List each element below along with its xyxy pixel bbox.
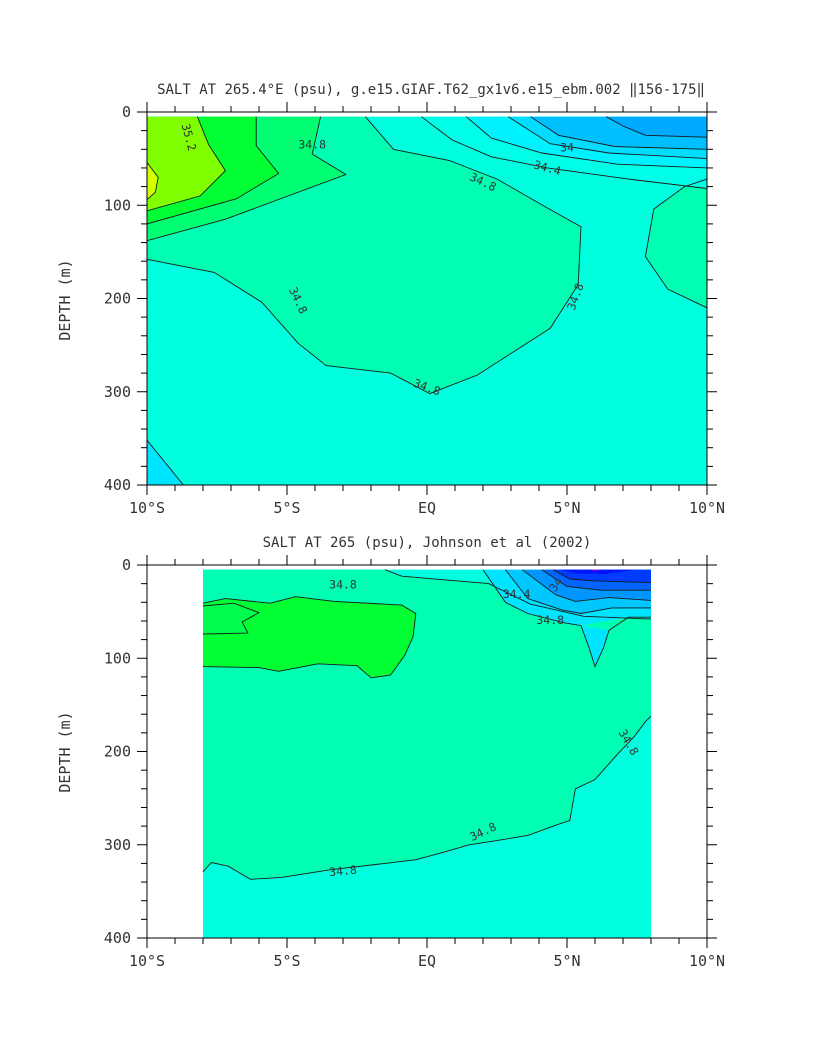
x-tick-label: 10°N (689, 952, 725, 970)
contour-line (482, 569, 651, 668)
y-tick-label: 400 (104, 476, 131, 494)
contour-line (644, 178, 707, 309)
salinity-band (606, 116, 707, 138)
y-axis: 0 100 200 300 400 (104, 556, 717, 947)
contour-line (541, 569, 651, 591)
contour-label: 34.8 (329, 578, 357, 592)
salinity-band (203, 603, 259, 634)
salinity-band (203, 596, 416, 678)
x-tick-label: 5°N (553, 499, 580, 517)
x-tick-label: 5°N (553, 952, 580, 970)
y-axis-label: DEPTH (m) (56, 711, 74, 792)
contour-label-text: 34.4 (503, 587, 531, 601)
contour-line (507, 116, 707, 160)
contour-label: 34.8 (298, 138, 326, 152)
y-axis: 0 100 200 300 400 (104, 103, 717, 494)
contour-label: 34.4 (532, 158, 562, 179)
x-tick-label: EQ (418, 952, 436, 970)
contour-label-text: 34.8 (536, 613, 564, 627)
panel-title: SALT AT 265.4°E (psu), g.e15.GIAF.T62_gx… (157, 82, 705, 98)
y-tick-label: 0 (122, 103, 131, 121)
contour-label: 34.4 (503, 587, 531, 601)
contour-line (552, 569, 652, 584)
contour-label-text: 34 (546, 575, 565, 594)
contour-line (202, 602, 261, 635)
contour-line (147, 116, 347, 242)
panel-title: SALT AT 265 (psu), Johnson et al (2002) (263, 535, 592, 551)
contour-label: 34 (546, 575, 565, 594)
contour-line (202, 715, 652, 880)
x-tick-label: 10°S (129, 499, 165, 517)
contour-label-text: 34 (560, 140, 574, 154)
contour-label: 35.2 (179, 122, 200, 152)
salinity-band (147, 116, 226, 211)
contour-label-text: 34.4 (532, 158, 562, 179)
contour-line (147, 116, 280, 225)
x-tick-label: 5°S (273, 952, 300, 970)
contour-label-text: 34.8 (329, 578, 357, 592)
y-tick-label: 0 (122, 556, 131, 574)
contour-line (384, 569, 652, 620)
y-tick-label: 300 (104, 383, 131, 401)
contour-line (421, 116, 707, 189)
contour-line (605, 116, 707, 138)
y-tick-label: 200 (104, 743, 131, 761)
observed-salinity-panel: SALT AT 265 (psu), Johnson et al (2002) … (56, 535, 725, 970)
contour-line (530, 116, 707, 150)
y-axis-label: DEPTH (m) (56, 259, 74, 340)
x-axis: 10°S 5°S EQ 5°N 10°N (129, 102, 725, 517)
contour-line (147, 116, 582, 395)
salinity-band (581, 625, 609, 667)
contour-line (202, 596, 417, 679)
contour-label: 34 (560, 140, 574, 154)
y-tick-label: 300 (104, 836, 131, 854)
contour-line (147, 162, 159, 201)
contour-label: 34.8 (536, 613, 564, 627)
y-tick-label: 100 (104, 196, 131, 214)
contour-label-text: 34.8 (329, 863, 358, 879)
x-axis: 10°S 5°S EQ 5°N 10°N (129, 555, 725, 970)
x-tick-label: 10°N (689, 499, 725, 517)
contour-line (505, 569, 651, 614)
contour-label-text: 35.2 (179, 122, 200, 152)
contour-line (147, 439, 184, 485)
y-tick-label: 100 (104, 649, 131, 667)
x-tick-label: 5°S (273, 499, 300, 517)
salinity-band (561, 569, 635, 575)
x-tick-label: 10°S (129, 952, 165, 970)
contour-line (521, 569, 652, 602)
y-tick-label: 400 (104, 929, 131, 947)
salinity-band (645, 179, 707, 308)
salinity-band (589, 569, 601, 571)
contour-label-text: 34.8 (298, 138, 326, 152)
contour-label: 34.8 (329, 863, 358, 879)
y-tick-label: 200 (104, 290, 131, 308)
x-tick-label: EQ (418, 499, 436, 517)
contour-line (147, 116, 226, 212)
model-salinity-panel: SALT AT 265.4°E (psu), g.e15.GIAF.T62_gx… (56, 82, 725, 517)
contour-line (465, 116, 707, 169)
